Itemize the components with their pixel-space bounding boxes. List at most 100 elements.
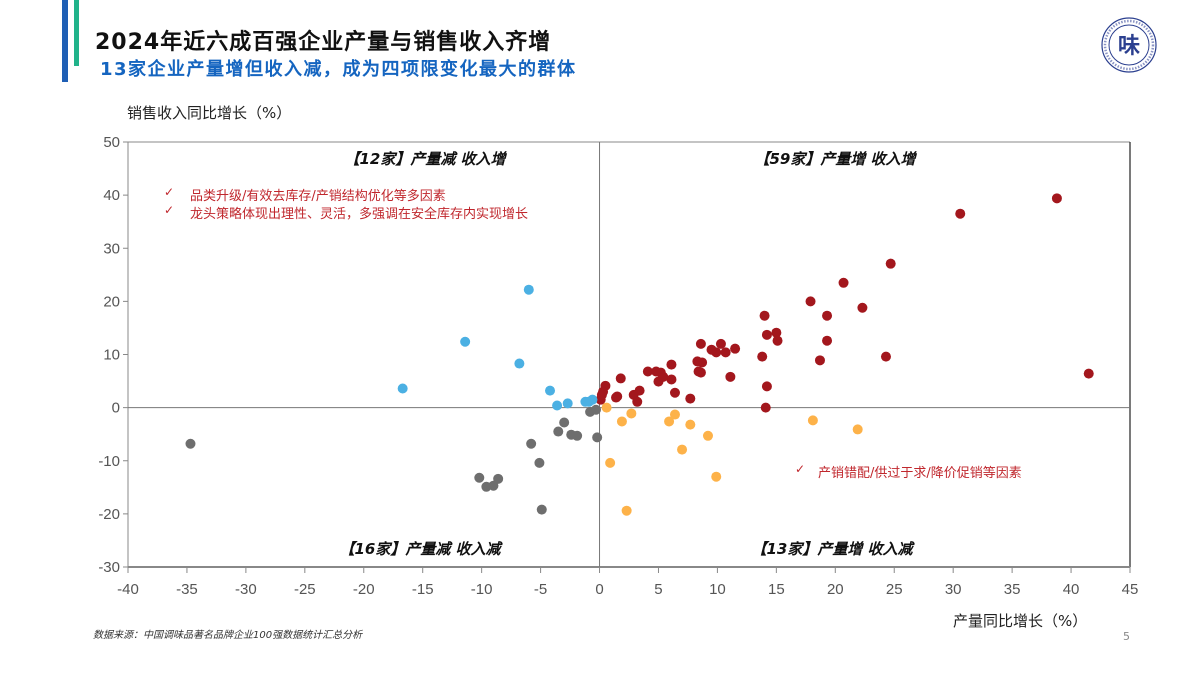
data-point-series-3	[559, 417, 570, 428]
note-bottom-right-1: 产销错配/供过于求/降价促销等因素	[818, 466, 1022, 481]
data-point-series-1	[685, 393, 696, 404]
data-point-series-1	[692, 356, 703, 367]
data-point-series-2	[580, 396, 591, 407]
data-point-series-3	[534, 457, 545, 468]
data-point-series-3	[493, 473, 504, 484]
data-point-series-2	[523, 284, 534, 295]
data-point-series-1	[771, 327, 782, 338]
data-point-series-1	[759, 310, 770, 321]
y-tick-label: 30	[103, 240, 120, 257]
data-point-series-1	[695, 338, 706, 349]
data-point-series-1	[669, 387, 680, 398]
association-logo: 味	[1101, 17, 1157, 73]
data-point-series-1	[725, 371, 736, 382]
data-point-series-4	[669, 409, 680, 420]
accent-bar-blue	[62, 0, 68, 82]
note-top-left-1: 品类升级/有效去库存/产销结构优化等多因素	[190, 189, 446, 204]
data-point-series-1	[1051, 193, 1062, 204]
data-point-series-1	[730, 343, 741, 354]
data-point-series-1	[955, 208, 966, 219]
y-tick-label: 50	[103, 134, 120, 151]
data-point-series-4	[664, 416, 675, 427]
x-tick-label: 15	[768, 581, 785, 598]
data-point-series-1	[642, 366, 653, 377]
x-tick-label: -25	[294, 581, 316, 598]
data-point-series-2	[460, 336, 471, 347]
y-tick-label: 40	[103, 187, 120, 204]
quadrant-label-top-right: 【59家】产量增 收入增	[754, 150, 916, 168]
data-point-series-1	[612, 391, 623, 402]
data-point-series-2	[514, 358, 525, 369]
logo-glyph: 味	[1118, 33, 1140, 58]
page-subtitle: 13家企业产量增但收入减，成为四项限变化最大的群体	[100, 59, 577, 80]
data-point-series-2	[545, 385, 556, 396]
data-source: 数据来源：中国调味品著名品牌企业100强数据统计汇总分析	[93, 630, 363, 641]
x-axis-label: 产量同比增长（%）	[953, 612, 1088, 630]
y-tick-label: 20	[103, 293, 120, 310]
y-tick-label: 0	[112, 400, 120, 417]
data-point-series-4	[702, 430, 713, 441]
data-point-series-1	[693, 366, 704, 377]
check-icon: ✓	[164, 185, 175, 199]
x-tick-label: -35	[176, 581, 198, 598]
page-number: 5	[1123, 630, 1130, 643]
x-tick-label: 5	[654, 581, 662, 598]
quadrant-label-bottom-left: 【16家】产量减 收入减	[339, 540, 501, 558]
data-point-series-4	[852, 424, 863, 435]
x-tick-label: 20	[827, 581, 844, 598]
data-point-series-1	[772, 335, 783, 346]
data-point-series-4	[601, 402, 612, 413]
data-point-series-1	[658, 371, 669, 382]
data-point-series-1	[596, 389, 607, 400]
x-tick-label: 0	[595, 581, 603, 598]
data-point-series-4	[711, 471, 722, 482]
data-point-series-1	[720, 347, 731, 358]
check-icon: ✓	[164, 203, 175, 217]
y-tick-label: -10	[98, 453, 120, 470]
x-tick-label: 45	[1122, 581, 1139, 598]
quadrant-label-bottom-right: 【13家】产量增 收入减	[751, 540, 913, 558]
x-tick-label: 30	[945, 581, 962, 598]
data-point-series-1	[822, 335, 833, 346]
data-point-series-1	[838, 277, 849, 288]
data-point-series-4	[605, 457, 616, 468]
data-point-series-1	[760, 402, 771, 413]
data-point-series-4	[685, 419, 696, 430]
accent-bar-teal	[74, 0, 79, 66]
data-point-series-1	[880, 351, 891, 362]
data-point-series-3	[474, 472, 485, 483]
y-tick-label: -20	[98, 506, 120, 523]
y-tick-label: -30	[98, 559, 120, 576]
x-tick-label: -20	[353, 581, 375, 598]
data-point-series-2	[552, 400, 563, 411]
data-point-series-1	[814, 355, 825, 366]
data-point-series-4	[677, 444, 688, 455]
x-tick-label: -30	[235, 581, 257, 598]
x-tick-label: -15	[412, 581, 434, 598]
data-point-series-4	[626, 408, 637, 419]
x-tick-label: 40	[1063, 581, 1080, 598]
data-point-series-1	[615, 373, 626, 384]
data-point-series-3	[553, 426, 564, 437]
x-tick-label: -5	[534, 581, 547, 598]
page-title: 2024年近六成百强企业产量与销售收入齐增	[95, 30, 552, 55]
data-point-series-1	[761, 329, 772, 340]
data-point-series-1	[822, 310, 833, 321]
data-point-series-2	[397, 383, 408, 394]
data-point-series-1	[632, 396, 643, 407]
x-tick-label: 35	[1004, 581, 1021, 598]
data-point-series-3	[526, 438, 537, 449]
check-icon: ✓	[795, 462, 806, 476]
data-point-series-1	[715, 338, 726, 349]
note-top-left-2: 龙头策略体现出理性、灵活，多强调在安全库存内实现增长	[190, 207, 529, 222]
data-point-series-2	[562, 398, 573, 409]
data-point-series-3	[592, 432, 603, 443]
data-point-series-1	[857, 302, 868, 313]
data-point-series-1	[651, 366, 662, 377]
y-tick-label: 10	[103, 347, 120, 364]
y-axis-label: 销售收入同比增长（%）	[127, 104, 292, 122]
data-point-series-4	[807, 415, 818, 426]
data-point-series-1	[761, 381, 772, 392]
data-point-series-1	[757, 351, 768, 362]
